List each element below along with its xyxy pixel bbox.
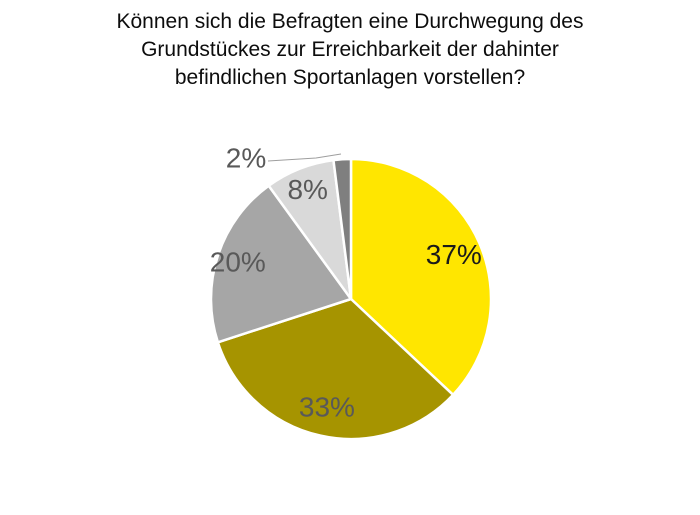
slice-label-20-percent: 20%	[210, 247, 266, 278]
leader-line-2-percent	[267, 153, 342, 162]
slice-label-2-percent: 2%	[226, 143, 266, 174]
chart-title-line-3: befindlichen Sportanlagen vorstellen?	[174, 66, 526, 89]
pie-slice-2-percent	[332, 157, 353, 301]
chart-title-line-1: Können sich die Befragten eine Durchwegu…	[116, 10, 584, 33]
slice-label-37-percent: 37%	[426, 239, 482, 270]
pie-slice-37-percent	[349, 157, 493, 397]
slice-label-33-percent: 33%	[299, 391, 355, 422]
chart-title: Können sich die Befragten eine Durchwegu…	[0, 8, 700, 92]
slice-label-8-percent: 8%	[287, 174, 327, 205]
pie-slice-20-percent	[209, 184, 353, 344]
chart-title-line-2: Grundstückes zur Erreichbarkeit der dahi…	[141, 38, 559, 61]
pie-slice-33-percent	[216, 297, 455, 441]
